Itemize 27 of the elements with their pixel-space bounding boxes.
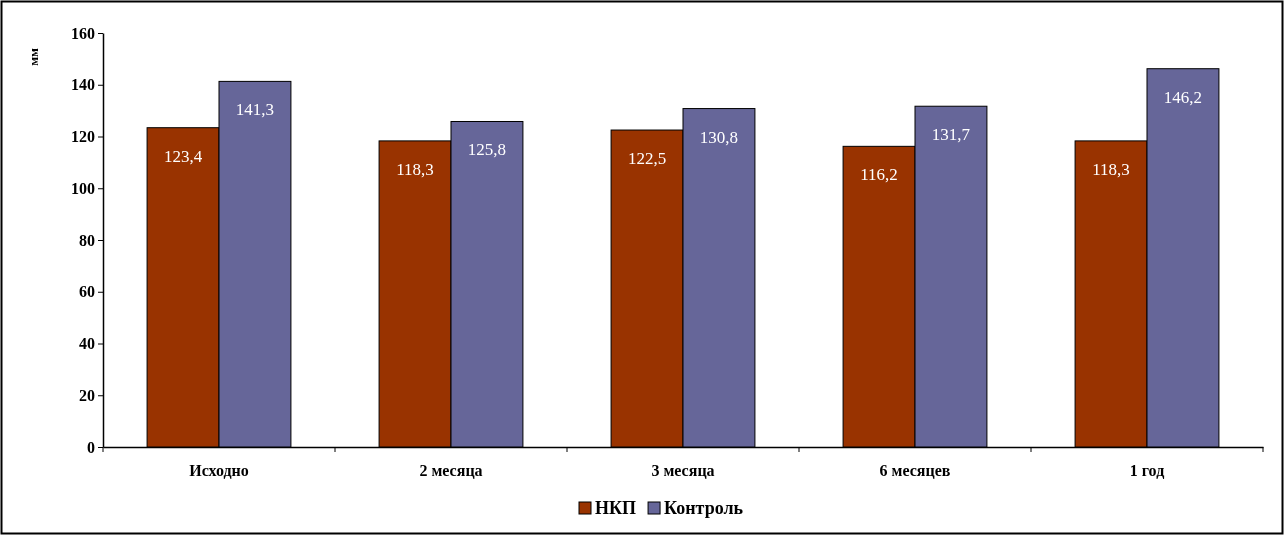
y-tick-label: 160	[71, 24, 95, 42]
y-tick-label: 80	[79, 231, 95, 249]
y-tick-label: 100	[71, 179, 95, 197]
x-tick-label: Исходно	[189, 461, 249, 479]
y-axis-title: мм	[26, 48, 41, 66]
y-tick-label: 120	[71, 128, 95, 146]
data-label: 118,3	[396, 159, 434, 179]
data-label: 123,4	[163, 146, 203, 166]
data-label: 116,2	[860, 165, 898, 185]
data-label: 141,3	[235, 100, 275, 120]
y-tick-label: 140	[71, 76, 95, 94]
x-tick-label: 2 месяца	[419, 461, 483, 479]
data-label: 122,5	[627, 149, 667, 169]
data-label: 125,8	[467, 140, 507, 160]
y-tick-label: 0	[87, 438, 95, 456]
x-tick-label: 1 год	[1129, 461, 1165, 479]
data-label: 118,3	[1092, 159, 1130, 179]
legend-label: Контроль	[664, 498, 744, 518]
legend-label: НКП	[595, 498, 637, 518]
x-tick-label: 3 месяца	[651, 461, 715, 479]
data-label: 130,8	[699, 127, 739, 147]
x-tick-label: 6 месяцев	[879, 461, 951, 479]
data-label: 146,2	[1163, 87, 1203, 107]
y-tick-label: 60	[79, 283, 95, 301]
y-tick-label: 40	[79, 335, 95, 353]
y-tick-label: 20	[79, 386, 95, 404]
data-label: 131,7	[931, 125, 971, 145]
